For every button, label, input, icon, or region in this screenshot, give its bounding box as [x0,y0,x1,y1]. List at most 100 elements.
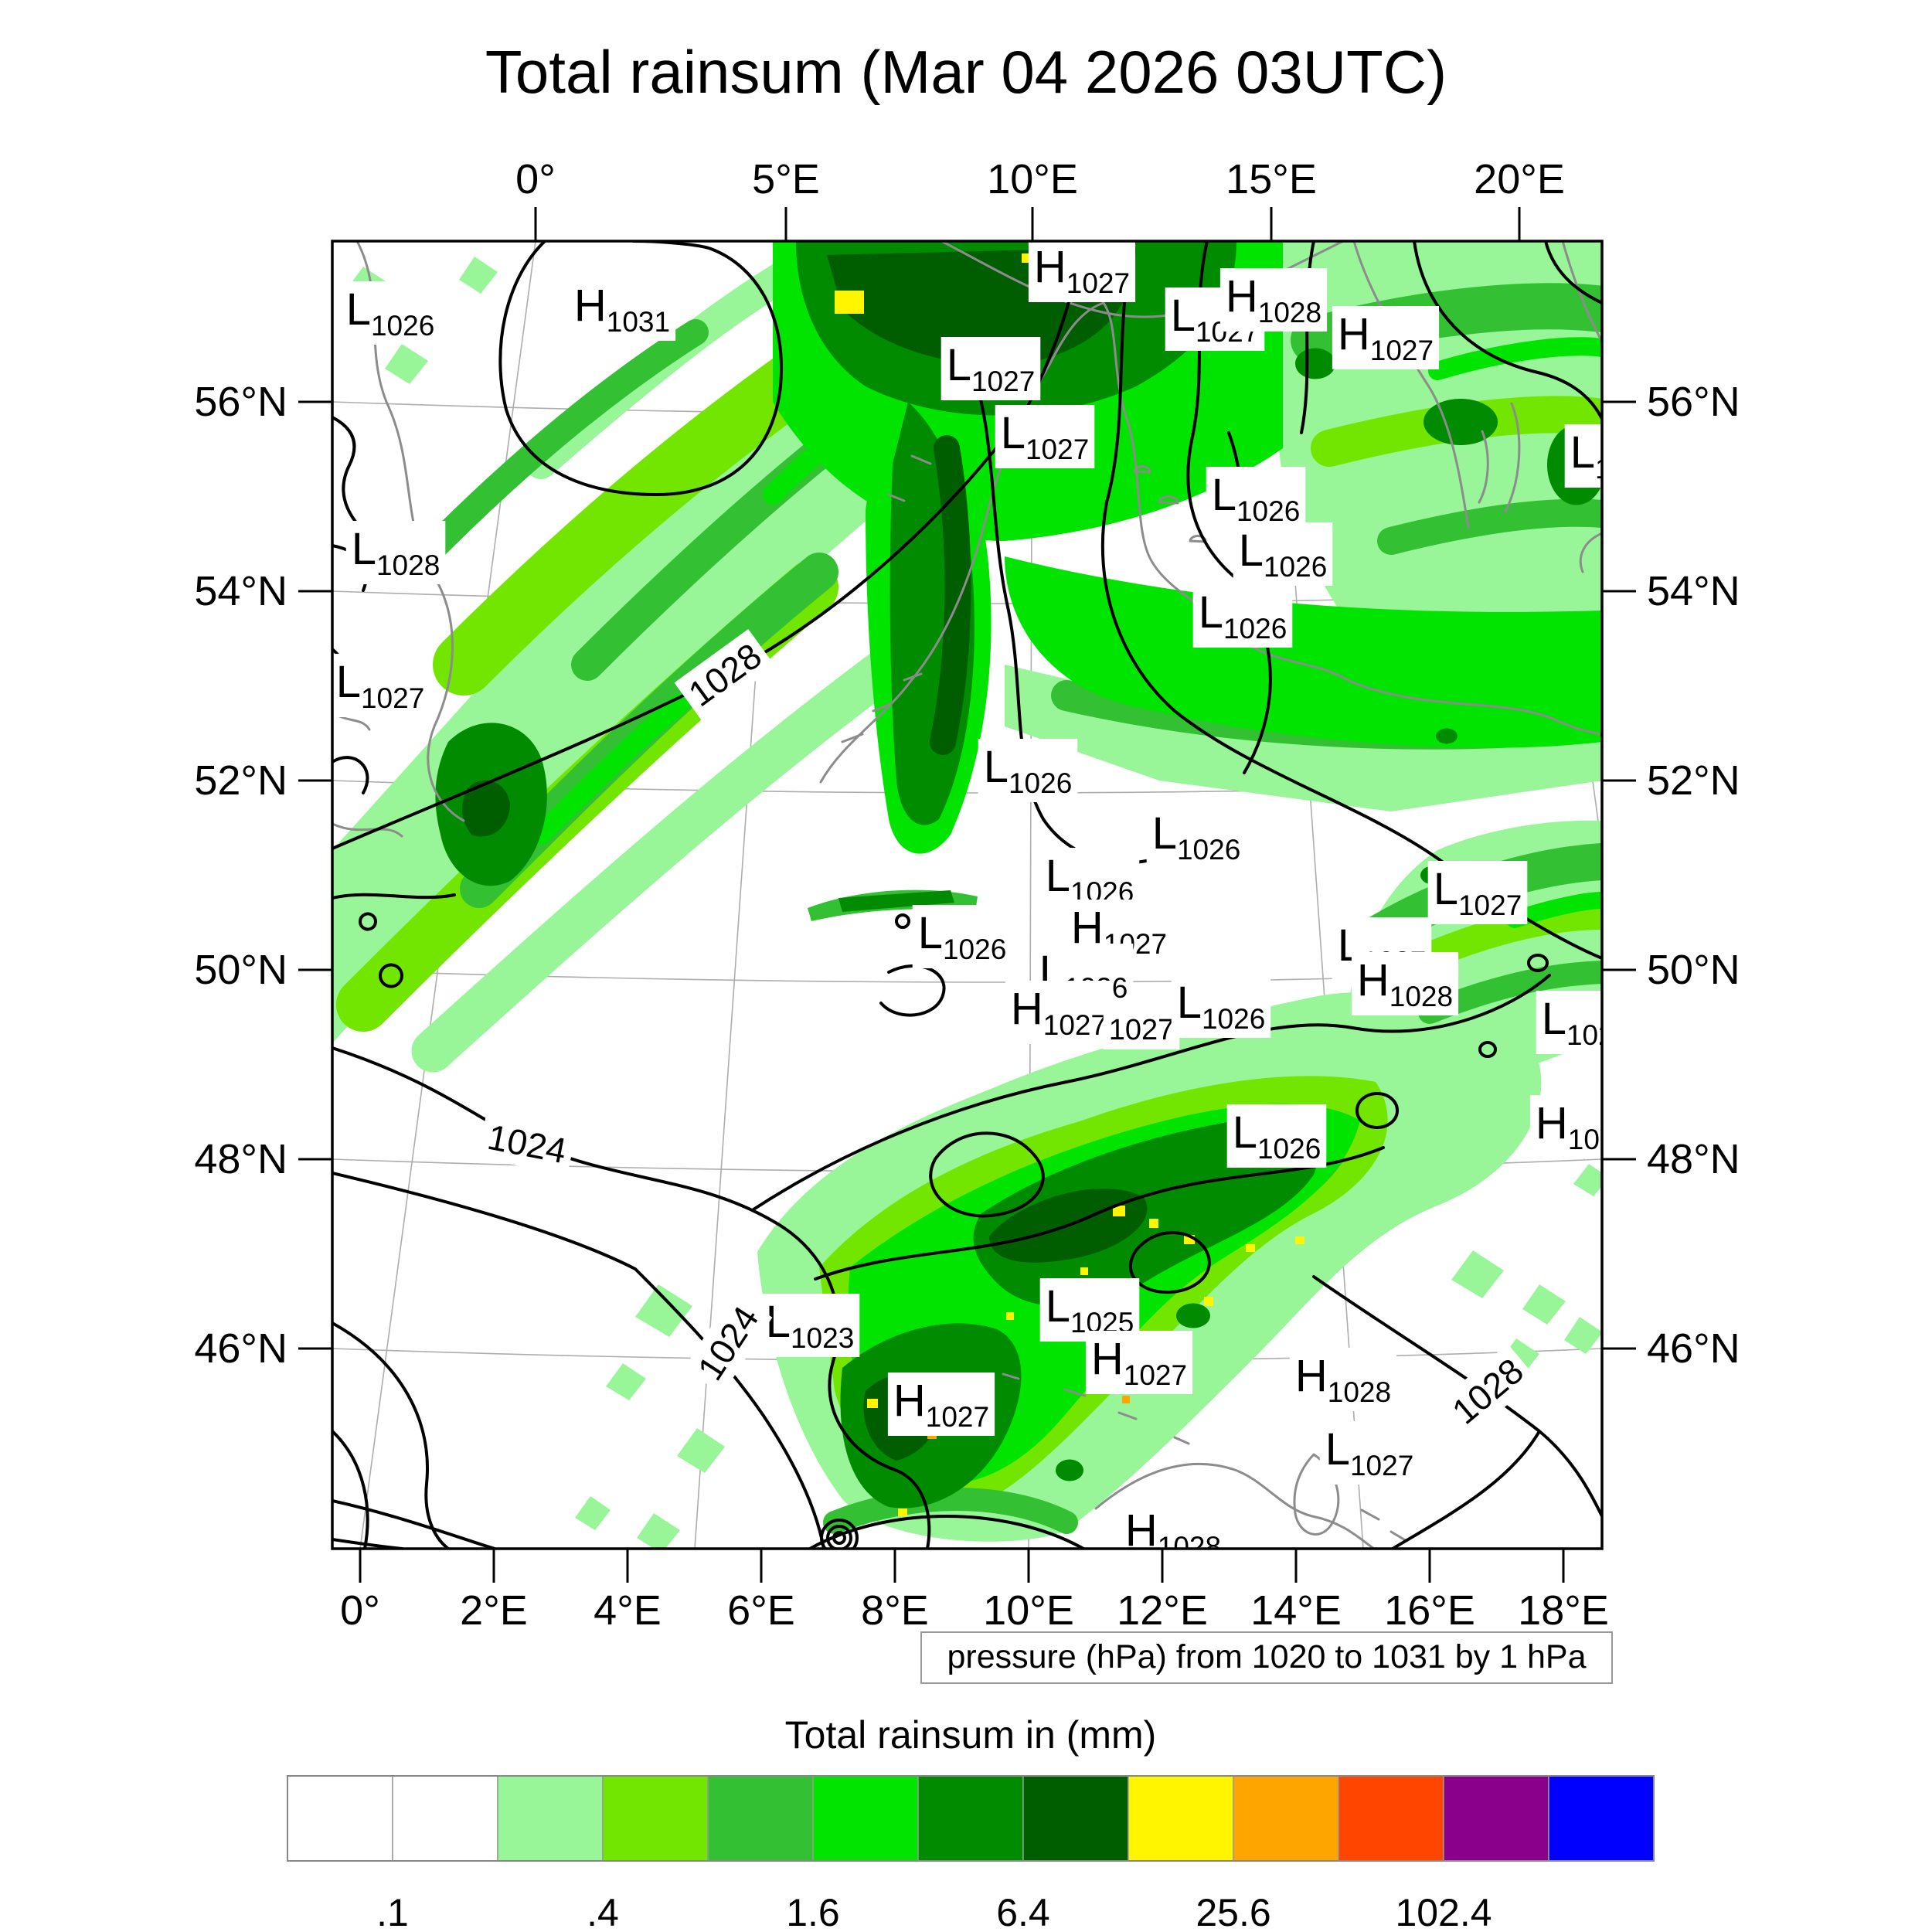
axis-label-top: 10°E [987,156,1078,202]
axis-label-top: 15°E [1226,156,1317,202]
pressure-marker: L1025 [1039,1278,1140,1342]
pressure-marker: H1027 [887,1372,995,1436]
axis-label-left: 50°N [194,947,287,993]
colorbar-tick-label: .4 [587,1891,619,1932]
svg-text:H1027: H1027 [1338,309,1434,366]
pressure-marker: H1027 [1005,981,1113,1044]
axis-label-left: 54°N [194,568,287,614]
axis-label-bottom: 6°E [727,1587,795,1634]
axis-label-bottom: 18°E [1518,1587,1609,1634]
svg-text:L1027: L1027 [1434,864,1522,921]
axis-label-right: 56°N [1647,379,1740,425]
axis-label-bottom: 14°E [1250,1587,1342,1634]
colorbar-segment [707,1775,814,1862]
colorbar-segment [812,1775,919,1862]
colorbar-segment [1548,1775,1655,1862]
axis-label-right: 50°N [1647,947,1740,993]
axis-label-bottom: 10°E [983,1587,1074,1634]
colorbar-tick-label: 6.4 [996,1891,1050,1932]
pressure-marker: L1026 [1206,467,1306,530]
contour-inline-label: 1024 [478,1112,577,1175]
colorbar-tick-label: 102.4 [1395,1891,1492,1932]
colorbar-segment [1233,1775,1339,1862]
svg-text:1027: 1027 [1109,1014,1175,1046]
pressure-marker: L1023 [760,1294,860,1357]
svg-text:L1026: L1026 [1212,470,1301,527]
page-title: Total rainsum (Mar 04 2026 03UTC) [485,38,1447,106]
colorbar-tick-label: .1 [376,1891,409,1932]
axis-label-left: 52°N [194,757,287,804]
pressure-marker: H1028 [1351,952,1459,1015]
pressure-marker: L1026 [912,905,1012,968]
pressure-marker: L1026 [1564,424,1659,488]
axis-label-bottom: 4°E [594,1587,662,1634]
axis-label-left: 46°N [194,1325,287,1372]
axis-label-left: 56°N [194,379,287,425]
axis-label-bottom: 0° [340,1587,380,1634]
axis-labels: 0° 5°E 10°E 15°E 20°E 0° 2°E 4°E 6°E 8°E 10°E 12°E 1… [194,156,1740,1634]
map-frame [331,240,1604,1550]
pressure-marker: H1027 [1085,1331,1193,1394]
colorbar-segment [602,1775,709,1862]
colorbar-frame [287,1775,1655,1862]
precipitation-layer [332,241,1602,1549]
colorbar-segment [287,1775,393,1862]
colorbar-segment [497,1775,604,1862]
pressure-marker: L1026 [1233,522,1333,586]
pressure-marker: H1028 [1529,1095,1602,1158]
svg-text:1024: 1024 [485,1117,570,1172]
colorbar-tick-label: 1.6 [786,1891,840,1932]
colorbar-segment [917,1775,1024,1862]
pressure-note-box [920,1631,1613,1684]
axis-label-right: 54°N [1647,568,1740,614]
colorbar-segment [392,1775,498,1862]
pressure-marker: H1027 [1332,306,1440,369]
pressure-marker: L1026 [978,739,1078,802]
pressure-marker: L1027 [332,654,430,717]
pressure-marker: L1027 [1319,1421,1420,1485]
pressure-marker: H1027 [1028,241,1136,302]
contour-inline-label: 1024 [683,1292,773,1394]
colorbar-title: Total rainsum in (mm) [785,1713,1157,1757]
svg-text:L1028: L1028 [1542,994,1631,1051]
colorbar-segment [1022,1775,1129,1862]
axis-label-bottom: 2°E [460,1587,528,1634]
pressure-marker: H1031 [568,277,676,341]
colorbar-tick-label: 25.6 [1196,1891,1270,1932]
axis-label-bottom: 16°E [1384,1587,1475,1634]
axis-label-top: 5°E [752,156,820,202]
pressure-marker: H1028 [1289,1348,1397,1411]
colorbar-segment [1128,1775,1234,1862]
axis-label-right: 46°N [1647,1325,1740,1372]
axis-label-top: 20°E [1474,156,1565,202]
pressure-marker: 1027 [1103,1011,1180,1049]
pressure-marker: L1027 [1427,861,1528,924]
pressure-marker: L1028 [1536,991,1631,1054]
pressure-marker: L1026 [1226,1104,1327,1168]
pressure-marker: L1026 [1171,975,1271,1038]
pressure-marker: L1027 [995,405,1095,468]
axis-label-bottom: 8°E [861,1587,929,1634]
axis-label-bottom: 12°E [1117,1587,1208,1634]
pressure-marker: L1026 [1146,805,1247,869]
pressure-note: pressure (hPa) from 1020 to 1031 by 1 hP… [920,1631,1613,1684]
pressure-marker: H1028 [1119,1502,1227,1549]
pressure-marker: L1028 [345,521,446,584]
pressure-marker: L1026 [340,281,440,345]
pressure-marker: L1026 [1192,584,1293,648]
axis-label-left: 48°N [194,1136,287,1182]
axis-label-right: 48°N [1647,1136,1740,1182]
axis-label-right: 52°N [1647,757,1740,804]
svg-text:L1026: L1026 [1570,427,1659,485]
pressure-marker: L1027 [940,337,1041,400]
colorbar-segment [1443,1775,1549,1862]
axis-label-top: 0° [515,156,556,202]
colorbar-labels: .1 .4 1.6 6.4 25.6 102.4 [376,1891,1492,1932]
pressure-note-text: pressure (hPa) from 1020 to 1031 by 1 hP… [947,1638,1586,1675]
pressure-marker: H1028 [1219,268,1328,332]
colorbar-segments [287,1775,1655,1862]
axis-ticks [298,207,1636,1583]
